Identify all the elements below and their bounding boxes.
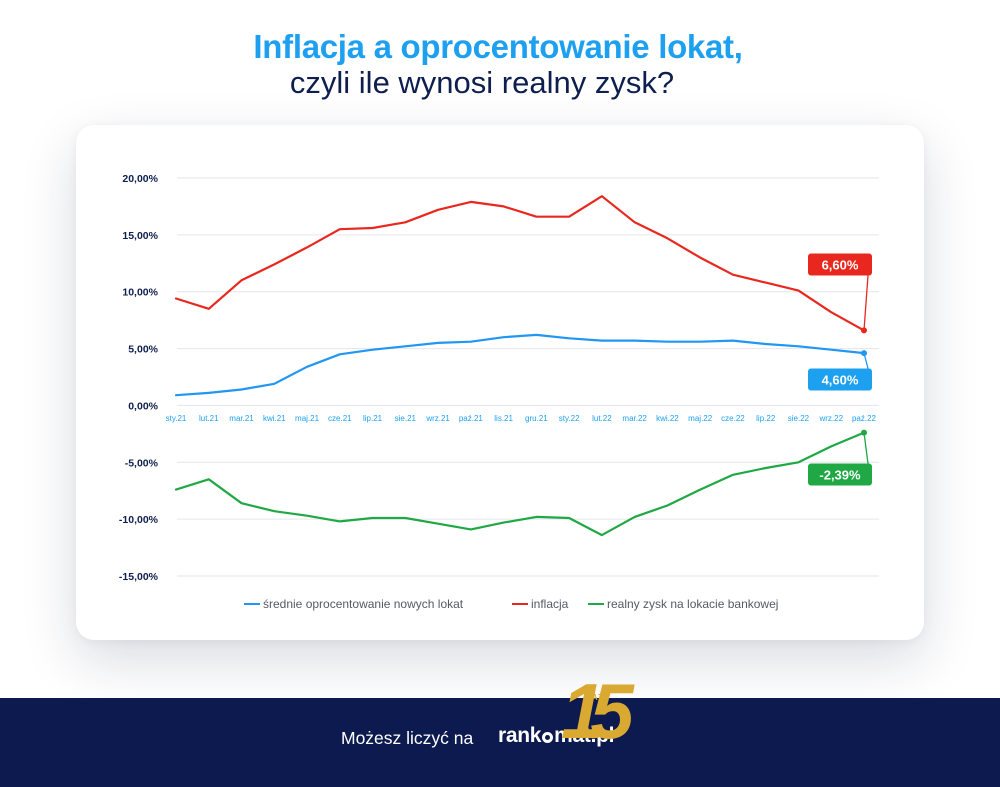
chart-legend: średnie oprocentowanie nowych lokat infla… xyxy=(244,597,778,611)
legend-label: inflacja xyxy=(531,597,569,611)
x-tick-label: kwi.21 xyxy=(263,414,286,423)
callout-label: 6,60% xyxy=(822,258,859,273)
x-tick-label: paź.22 xyxy=(852,414,877,423)
footer-bar: Możesz liczyć na rank mat.pl 15 LAT xyxy=(0,672,1000,787)
y-tick-label: -5,00% xyxy=(125,457,159,469)
legend-label: realny zysk na lokacie bankowej xyxy=(607,597,778,611)
y-tick-label: 0,00% xyxy=(128,400,158,412)
x-tick-label: mar.21 xyxy=(229,414,254,423)
brand-logo-o-mark xyxy=(542,732,554,743)
x-tick-label: wrz.22 xyxy=(818,414,843,423)
legend-label: średnie oprocentowanie nowych lokat xyxy=(263,597,464,611)
y-tick-label: 15,00% xyxy=(122,230,158,242)
callout-leader xyxy=(863,352,869,369)
x-tick-label: kwi.22 xyxy=(656,414,679,423)
x-tick-label: mar.22 xyxy=(622,414,647,423)
chart-grid xyxy=(177,177,879,577)
x-tick-label: maj.22 xyxy=(688,414,713,423)
x-tick-label: cze.22 xyxy=(721,414,745,423)
x-tick-label: sie.21 xyxy=(395,414,417,423)
x-tick-label: cze.21 xyxy=(328,414,352,423)
callout-label: 4,60% xyxy=(822,373,859,388)
x-tick-label: lip.22 xyxy=(756,414,776,423)
chart-card: 20,00% 15,00% 10,00% 5,00% 0,00% -5,00% -10,00… xyxy=(76,125,924,640)
brand-logo[interactable]: rank mat.pl xyxy=(498,724,615,748)
callout-box xyxy=(808,253,872,276)
callout-box xyxy=(808,368,872,391)
header: Inflacja a oprocentowanie lokat, czyli i… xyxy=(0,28,1000,101)
page-title: Inflacja a oprocentowanie lokat, xyxy=(253,28,743,65)
y-tick-label: -15,00% xyxy=(119,571,159,583)
x-tick-label: wrz.21 xyxy=(425,414,450,423)
page-subtitle: czyli ile wynosi realny zysk? xyxy=(289,65,675,100)
x-tick-label: lis.21 xyxy=(494,414,513,423)
x-axis-ticks: sty.21 lut.21 mar.21 kwi.21 maj.21 cze.21 lip.… xyxy=(166,414,877,423)
chart-series xyxy=(174,195,867,537)
y-tick-label: -10,00% xyxy=(119,514,159,526)
x-tick-label: sty.22 xyxy=(559,414,580,423)
brand-suffix: mat.pl xyxy=(554,724,615,747)
series-line xyxy=(174,195,866,332)
footer-tagline: Możesz liczyć na xyxy=(341,728,474,748)
x-tick-label: sty.21 xyxy=(166,414,187,423)
callout-leader xyxy=(863,432,869,464)
x-tick-label: gru.21 xyxy=(525,414,548,423)
x-tick-label: sie.22 xyxy=(788,414,810,423)
y-tick-label: 5,00% xyxy=(128,344,158,356)
x-tick-label: lut.21 xyxy=(199,414,219,423)
line-chart: 20,00% 15,00% 10,00% 5,00% 0,00% -5,00% -10,00… xyxy=(119,173,879,611)
anniversary-label: LAT xyxy=(586,693,604,702)
y-tick-label: 10,00% xyxy=(122,287,158,299)
series-line xyxy=(174,431,866,537)
x-tick-label: lip.21 xyxy=(363,414,383,423)
end-value-callouts: 4,60% 6,60% -2,39% xyxy=(808,253,872,486)
x-tick-label: maj.21 xyxy=(295,414,320,423)
callout-box xyxy=(808,463,872,486)
brand-prefix: rank xyxy=(498,724,542,747)
callout-label: -2,39% xyxy=(819,468,861,483)
series-line xyxy=(174,333,866,397)
x-tick-label: lut.22 xyxy=(592,414,612,423)
anniversary-number: 15 xyxy=(561,667,634,755)
x-tick-label: paź.21 xyxy=(459,414,484,423)
callout-leader xyxy=(863,275,869,331)
y-tick-label: 20,00% xyxy=(122,173,158,185)
y-axis-ticks: 20,00% 15,00% 10,00% 5,00% 0,00% -5,00% -10,00… xyxy=(119,173,159,583)
